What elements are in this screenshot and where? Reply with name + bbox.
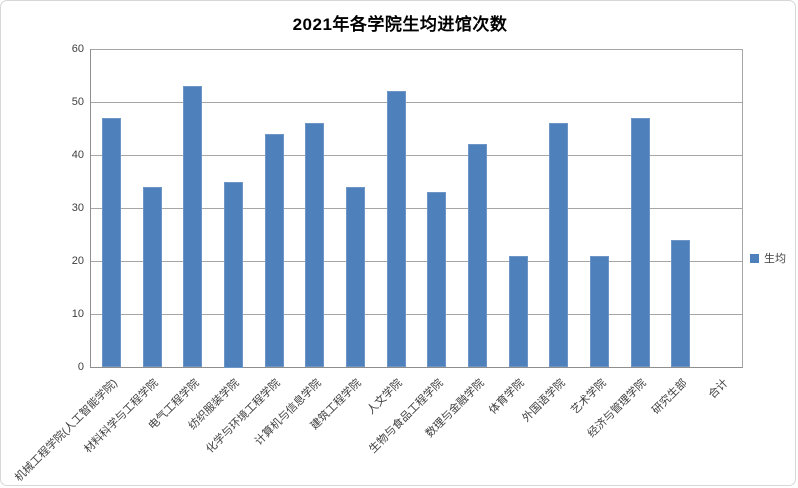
y-axis-tick-label: 50 [71, 96, 84, 108]
bar [183, 86, 202, 367]
x-axis-tick-label: 研究生部 [650, 377, 690, 417]
bar [346, 187, 365, 367]
bar [671, 240, 690, 367]
bar [427, 192, 446, 367]
x-axis-tick-label: 合计 [706, 377, 731, 402]
plot-area [90, 49, 743, 368]
bar [549, 123, 568, 367]
bar [102, 118, 121, 367]
bar [590, 256, 609, 367]
y-axis-tick-label: 10 [71, 308, 84, 320]
bar [468, 144, 487, 367]
bar [224, 182, 243, 368]
gridline [91, 208, 742, 209]
gridline [91, 261, 742, 262]
legend: 生均 [750, 250, 786, 266]
bar [143, 187, 162, 367]
y-axis-tick-label: 30 [71, 202, 84, 214]
y-axis-tick-label: 60 [71, 43, 84, 55]
chart-title: 2021年各学院生均进馆次数 [292, 15, 508, 34]
bar [265, 134, 284, 367]
gridline [91, 49, 742, 50]
gridline [91, 314, 742, 315]
bar [387, 91, 406, 367]
bar [509, 256, 528, 367]
y-axis-tick-label: 20 [71, 255, 84, 267]
gridline [91, 155, 742, 156]
bar [631, 118, 650, 367]
bar [305, 123, 324, 367]
legend-marker-icon [750, 253, 759, 263]
x-axis-tick-label: 外国语学院 [520, 377, 568, 425]
y-axis-tick-label: 0 [77, 361, 84, 373]
gridline [91, 102, 742, 103]
legend-label: 生均 [764, 253, 786, 265]
y-axis-tick-label: 40 [71, 149, 84, 161]
